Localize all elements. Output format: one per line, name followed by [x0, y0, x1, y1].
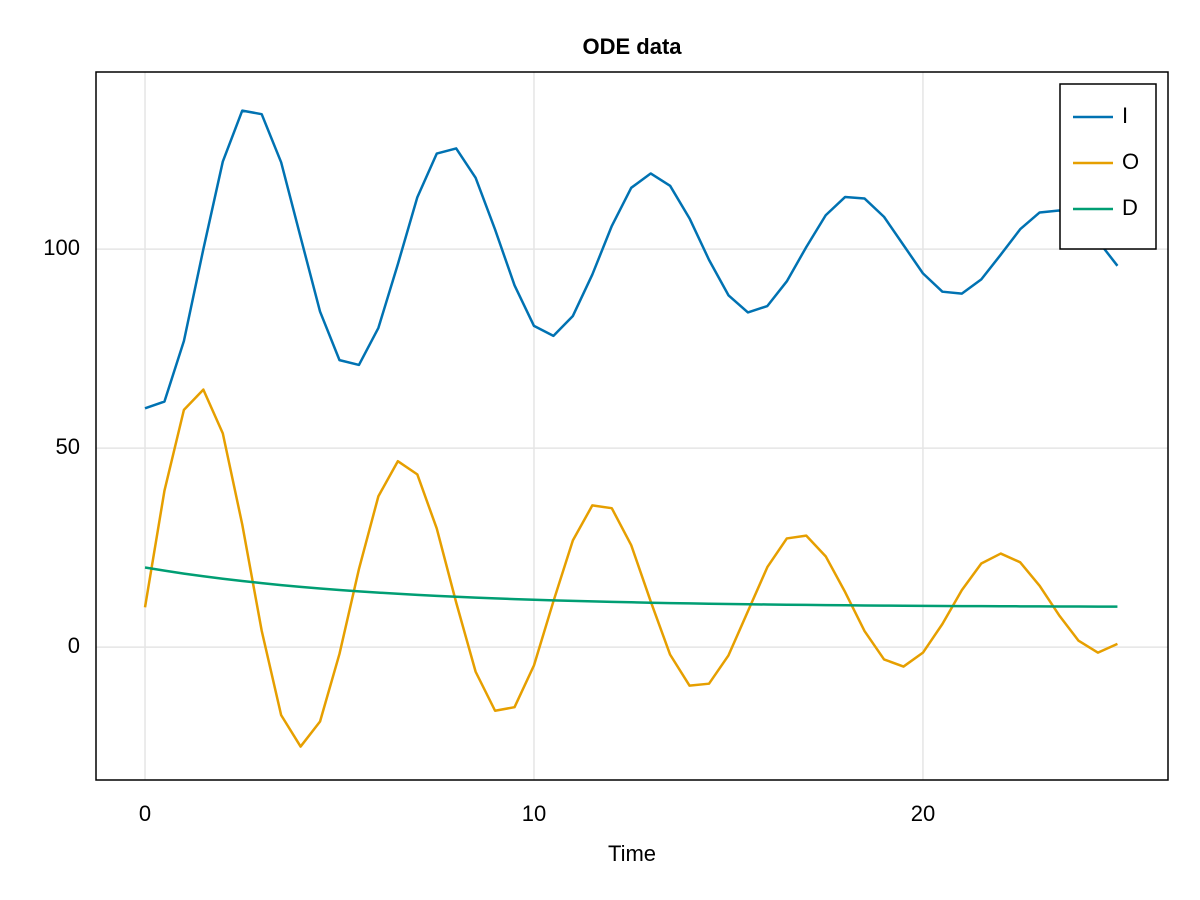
legend-label: O — [1122, 149, 1139, 174]
y-tick-label: 0 — [68, 633, 80, 658]
chart-title: ODE data — [582, 34, 682, 59]
line-series — [144, 566, 1118, 608]
legend-box — [1059, 83, 1157, 250]
x-tick-label: 10 — [522, 801, 546, 826]
legend-label: I — [1122, 103, 1128, 128]
x-axis-label: Time — [608, 841, 656, 866]
line-series — [144, 109, 1119, 410]
legend-label: D — [1122, 195, 1138, 220]
x-tick-label: 0 — [139, 801, 151, 826]
y-tick-label: 50 — [56, 434, 80, 459]
x-tick-label: 20 — [911, 801, 935, 826]
plot-frame — [95, 71, 1169, 781]
line-series — [143, 388, 1118, 748]
y-tick-label: 100 — [43, 235, 80, 260]
